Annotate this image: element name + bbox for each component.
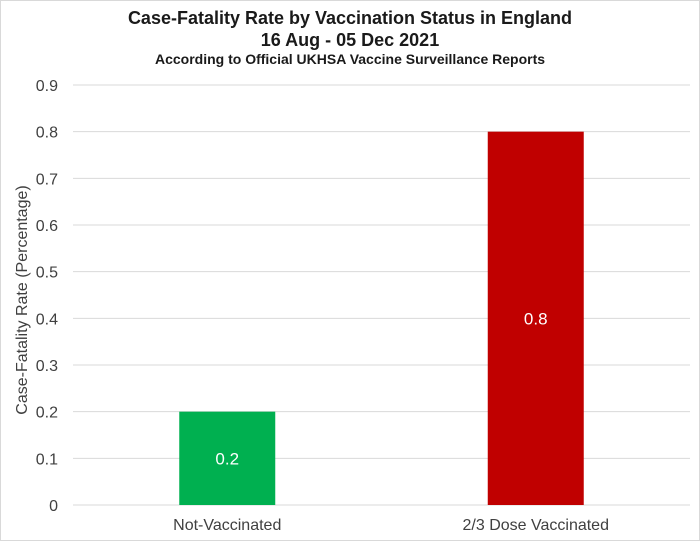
bar-data-label: 0.8 (524, 309, 548, 328)
y-tick-label: 0.8 (36, 125, 58, 142)
y-tick-label: 0.7 (36, 171, 58, 188)
y-tick-label: 0.9 (36, 78, 58, 95)
bar (179, 411, 276, 505)
y-tick-label: 0 (49, 498, 58, 515)
gridlines (73, 84, 690, 506)
bar (487, 131, 584, 505)
chart-title: Case-Fatality Rate by Vaccination Status… (127, 8, 573, 28)
y-tick-label: 0.6 (36, 218, 58, 235)
y-axis-title: Case-Fatality Rate (Percentage) (14, 185, 31, 414)
y-tick-label: 0.3 (36, 358, 58, 375)
y-axis-ticks: 0 0.1 0.2 0.3 0.4 0.5 0.6 0.7 0.8 0.9 (36, 78, 58, 515)
y-tick-label: 0.4 (36, 311, 58, 328)
bars: 0.2 0.8 (179, 131, 584, 505)
chart-title-block: Case-Fatality Rate by Vaccination Status… (0, 7, 700, 68)
x-tick-label: Not-Vaccinated (173, 517, 281, 534)
bar-data-label: 0.2 (215, 449, 239, 468)
y-tick-label: 0.5 (36, 265, 58, 282)
x-axis-ticks: Not-Vaccinated 2/3 Dose Vaccinated (173, 517, 609, 534)
x-tick-label: 2/3 Dose Vaccinated (463, 517, 609, 534)
chart-date-range: 16 Aug - 05 Dec 2021 (260, 30, 440, 50)
y-tick-label: 0.1 (36, 451, 58, 468)
y-tick-label: 0.2 (36, 405, 58, 422)
chart-subtitle: According to Official UKHSA Vaccine Surv… (154, 51, 546, 67)
